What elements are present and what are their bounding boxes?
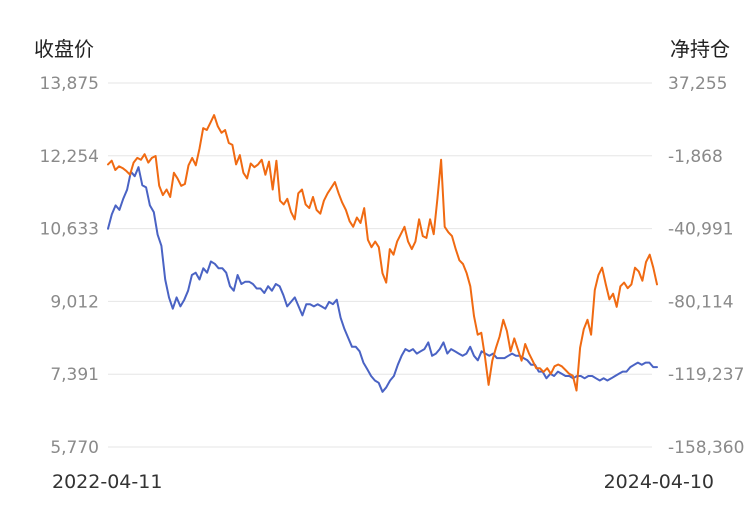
left-tick-label: 13,875 [40, 74, 99, 94]
close-price-line [107, 166, 658, 393]
left-axis-title: 收盘价 [34, 37, 94, 61]
right-axis-ticks: 37,255 -1,868 -40,991 -80,114 -119,237 -158,3… [668, 74, 744, 458]
gridlines [108, 82, 652, 448]
right-tick-label: -80,114 [668, 292, 734, 312]
left-tick-label: 5,770 [50, 438, 99, 458]
net-position-line [107, 114, 658, 392]
series-lines [107, 114, 658, 393]
right-tick-label: -119,237 [668, 365, 744, 385]
right-tick-label: -158,360 [668, 438, 744, 458]
left-tick-label: 12,254 [40, 147, 99, 167]
x-end-label: 2024-04-10 [604, 471, 714, 493]
left-axis-ticks: 13,875 12,254 10,633 9,012 7,391 5,770 [40, 74, 99, 458]
right-tick-label: -40,991 [668, 220, 734, 240]
x-start-label: 2022-04-11 [52, 471, 162, 493]
right-tick-label: -1,868 [668, 147, 723, 167]
right-tick-label: 37,255 [668, 74, 727, 94]
left-tick-label: 7,391 [50, 365, 99, 385]
right-axis-title: 净持仓 [670, 37, 730, 61]
left-tick-label: 10,633 [40, 220, 99, 240]
left-tick-label: 9,012 [50, 292, 99, 312]
